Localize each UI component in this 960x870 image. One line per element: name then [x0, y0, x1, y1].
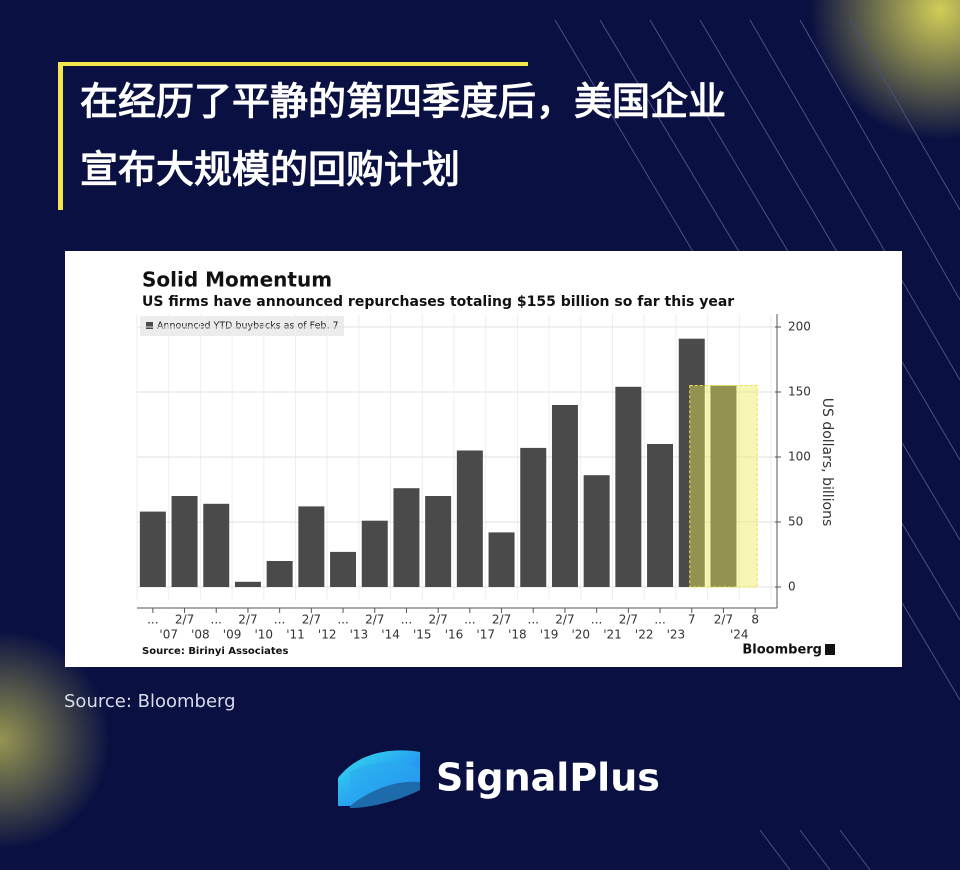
bar	[615, 386, 642, 587]
x-year-label: '16	[445, 628, 464, 642]
x-tick-label: 2/7	[428, 613, 447, 627]
bar	[330, 551, 357, 587]
x-year-label: '19	[540, 628, 559, 642]
title-line: 宣布大规模的回购计划	[80, 148, 460, 192]
legend-box	[140, 316, 344, 336]
bar	[393, 488, 420, 587]
bar	[361, 520, 388, 587]
x-year-label: '14	[381, 628, 400, 642]
chart-subtitle: US firms have announced repurchases tota…	[142, 294, 734, 310]
x-tick-label: 2/7	[555, 613, 574, 627]
bar	[171, 496, 198, 587]
x-tick-label: 2/7	[619, 613, 638, 627]
y-tick-label: 50	[788, 515, 803, 529]
y-tick-label: 0	[788, 580, 796, 594]
y-tick-label: 100	[788, 450, 811, 464]
bar	[234, 581, 261, 587]
x-tick-label: 2/7	[492, 613, 511, 627]
x-year-label: '12	[318, 628, 337, 642]
chart-title: Solid Momentum	[142, 268, 332, 292]
glow	[0, 630, 110, 850]
title-line: 在经历了平静的第四季度后，美国企业	[80, 80, 726, 124]
x-year-label: '18	[508, 628, 527, 642]
x-year-label: '07	[159, 628, 178, 642]
x-tick-label: 2/7	[302, 613, 321, 627]
x-year-label: '08	[191, 628, 210, 642]
logo-text: SignalPlus	[436, 756, 660, 800]
bar	[298, 506, 325, 587]
y-tick-label: 150	[788, 385, 811, 399]
x-tick-label: 7	[688, 613, 696, 627]
logo-icon	[350, 762, 420, 808]
x-year-label: '21	[603, 628, 622, 642]
x-year-label: '20	[572, 628, 591, 642]
x-year-label: '15	[413, 628, 432, 642]
x-tick-label: ...	[401, 613, 412, 627]
y-tick-label: 200	[788, 320, 811, 334]
footer-source: Source: Bloomberg	[64, 691, 236, 712]
x-year-label: '10	[255, 628, 274, 642]
x-tick-label: 2/7	[238, 613, 257, 627]
x-tick-label: ...	[654, 613, 665, 627]
brand-icon	[825, 644, 835, 655]
bar	[520, 447, 547, 587]
x-year-label: '23	[667, 628, 686, 642]
bar	[583, 475, 610, 587]
bar	[551, 405, 578, 587]
x-tick-label: 8	[751, 613, 759, 627]
x-year-label: '17	[476, 628, 495, 642]
bar	[203, 503, 230, 587]
bar	[488, 532, 515, 587]
bar	[456, 450, 483, 587]
legend-label: Announced YTD buybacks as of Feb. 7	[157, 321, 339, 332]
x-year-label: '13	[350, 628, 369, 642]
x-tick-label: ...	[464, 613, 475, 627]
highlight	[689, 385, 758, 588]
plot: 0 50 100 150 200 US dollars, billions... 2/7..…	[136, 314, 835, 642]
bar	[425, 496, 452, 587]
legend-swatch	[146, 322, 153, 329]
chart-card	[65, 251, 902, 667]
y-axis-label: US dollars, billions	[819, 398, 835, 527]
bar	[647, 444, 674, 587]
bar	[266, 561, 293, 587]
x-tick-label: ...	[211, 613, 222, 627]
x-year-label: '24	[730, 628, 749, 642]
bar	[139, 511, 166, 587]
x-tick-label: ...	[337, 613, 348, 627]
accent-bar	[58, 62, 528, 66]
x-year-label: '11	[286, 628, 305, 642]
x-tick-label: 2/7	[714, 613, 733, 627]
accent-bar	[58, 62, 63, 210]
chart-source: Source: Birinyi Associates	[142, 646, 288, 657]
x-tick-label: ...	[147, 613, 158, 627]
x-year-label: '09	[223, 628, 242, 642]
x-tick-label: ...	[274, 613, 285, 627]
x-tick-label: ...	[591, 613, 602, 627]
x-tick-label: 2/7	[365, 613, 384, 627]
bar	[710, 385, 737, 587]
x-tick-label: 2/7	[175, 613, 194, 627]
x-year-label: '22	[635, 628, 654, 642]
x-tick-label: ...	[528, 613, 539, 627]
brand: Bloomberg	[742, 643, 822, 658]
glow	[810, 0, 960, 140]
bar	[678, 338, 705, 587]
